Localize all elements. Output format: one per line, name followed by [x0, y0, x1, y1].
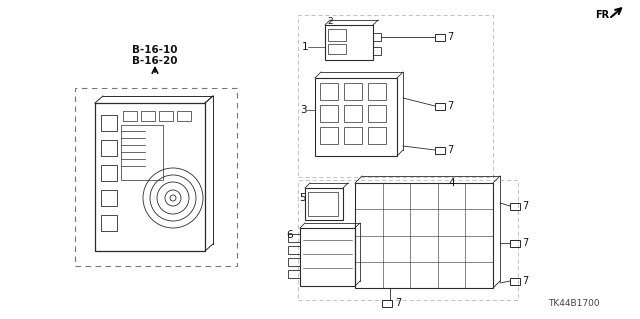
Bar: [305, 188, 343, 220]
Bar: [101, 140, 117, 156]
Bar: [510, 240, 520, 247]
Bar: [344, 83, 362, 100]
Text: 1: 1: [302, 42, 308, 52]
Bar: [355, 183, 493, 288]
Bar: [320, 127, 338, 144]
Bar: [298, 180, 518, 300]
Text: 2: 2: [327, 18, 333, 26]
Bar: [75, 88, 237, 266]
Bar: [177, 111, 191, 121]
Bar: [288, 234, 300, 242]
Bar: [101, 190, 117, 206]
Text: 7: 7: [522, 238, 528, 248]
Text: 7: 7: [447, 32, 453, 42]
Text: 7: 7: [522, 201, 528, 211]
Bar: [288, 246, 300, 254]
Text: 3: 3: [300, 105, 307, 115]
Text: 7: 7: [522, 276, 528, 286]
Bar: [320, 83, 338, 100]
Text: 7: 7: [447, 101, 453, 111]
Bar: [300, 228, 355, 286]
Bar: [328, 29, 346, 41]
Bar: [373, 47, 381, 55]
Bar: [159, 111, 173, 121]
Text: 6: 6: [286, 230, 292, 240]
Bar: [328, 44, 346, 54]
Bar: [368, 127, 386, 144]
Bar: [101, 165, 117, 181]
Text: 4: 4: [448, 178, 454, 188]
Bar: [510, 203, 520, 210]
Bar: [344, 127, 362, 144]
Bar: [368, 105, 386, 122]
Bar: [288, 270, 300, 278]
Bar: [320, 105, 338, 122]
Bar: [325, 25, 373, 60]
Bar: [141, 111, 155, 121]
Bar: [121, 125, 163, 180]
Bar: [373, 33, 381, 41]
Bar: [315, 78, 397, 156]
Bar: [435, 147, 445, 154]
Bar: [435, 34, 445, 41]
Bar: [101, 115, 117, 131]
Bar: [288, 258, 300, 266]
Text: FR.: FR.: [595, 10, 613, 20]
Bar: [510, 278, 520, 285]
Text: TK44B1700: TK44B1700: [548, 299, 600, 308]
Text: 5: 5: [299, 193, 306, 203]
Bar: [382, 300, 392, 307]
Text: 7: 7: [395, 298, 401, 308]
Text: B-16-10: B-16-10: [132, 45, 178, 55]
Bar: [368, 83, 386, 100]
Bar: [298, 15, 493, 177]
Bar: [101, 215, 117, 231]
Bar: [308, 192, 338, 216]
Bar: [123, 111, 137, 121]
Text: B-16-20: B-16-20: [132, 56, 178, 66]
Text: 7: 7: [447, 145, 453, 155]
Bar: [435, 103, 445, 110]
Bar: [344, 105, 362, 122]
